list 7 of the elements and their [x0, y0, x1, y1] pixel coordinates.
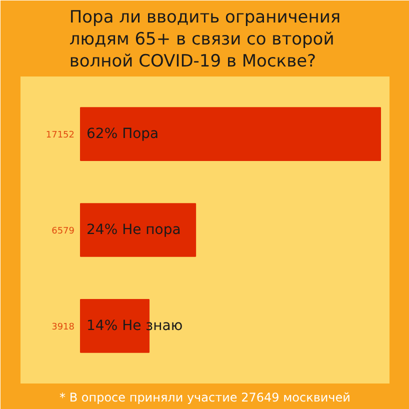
chart-title: Пора ли вводить ограничения людям 65+ в связи со второй волной COVID-19 в Москве?: [69, 8, 341, 72]
text: * В опросе приняли участие 27649 москвичей: [60, 390, 350, 404]
data-label: 17152: [46, 130, 75, 141]
y-tick-label: 24% Не пора: [86, 222, 181, 238]
data-label: 6579: [52, 226, 75, 236]
data-label: 3918: [52, 322, 75, 332]
y-tick-label: 62% Пора: [86, 126, 159, 142]
